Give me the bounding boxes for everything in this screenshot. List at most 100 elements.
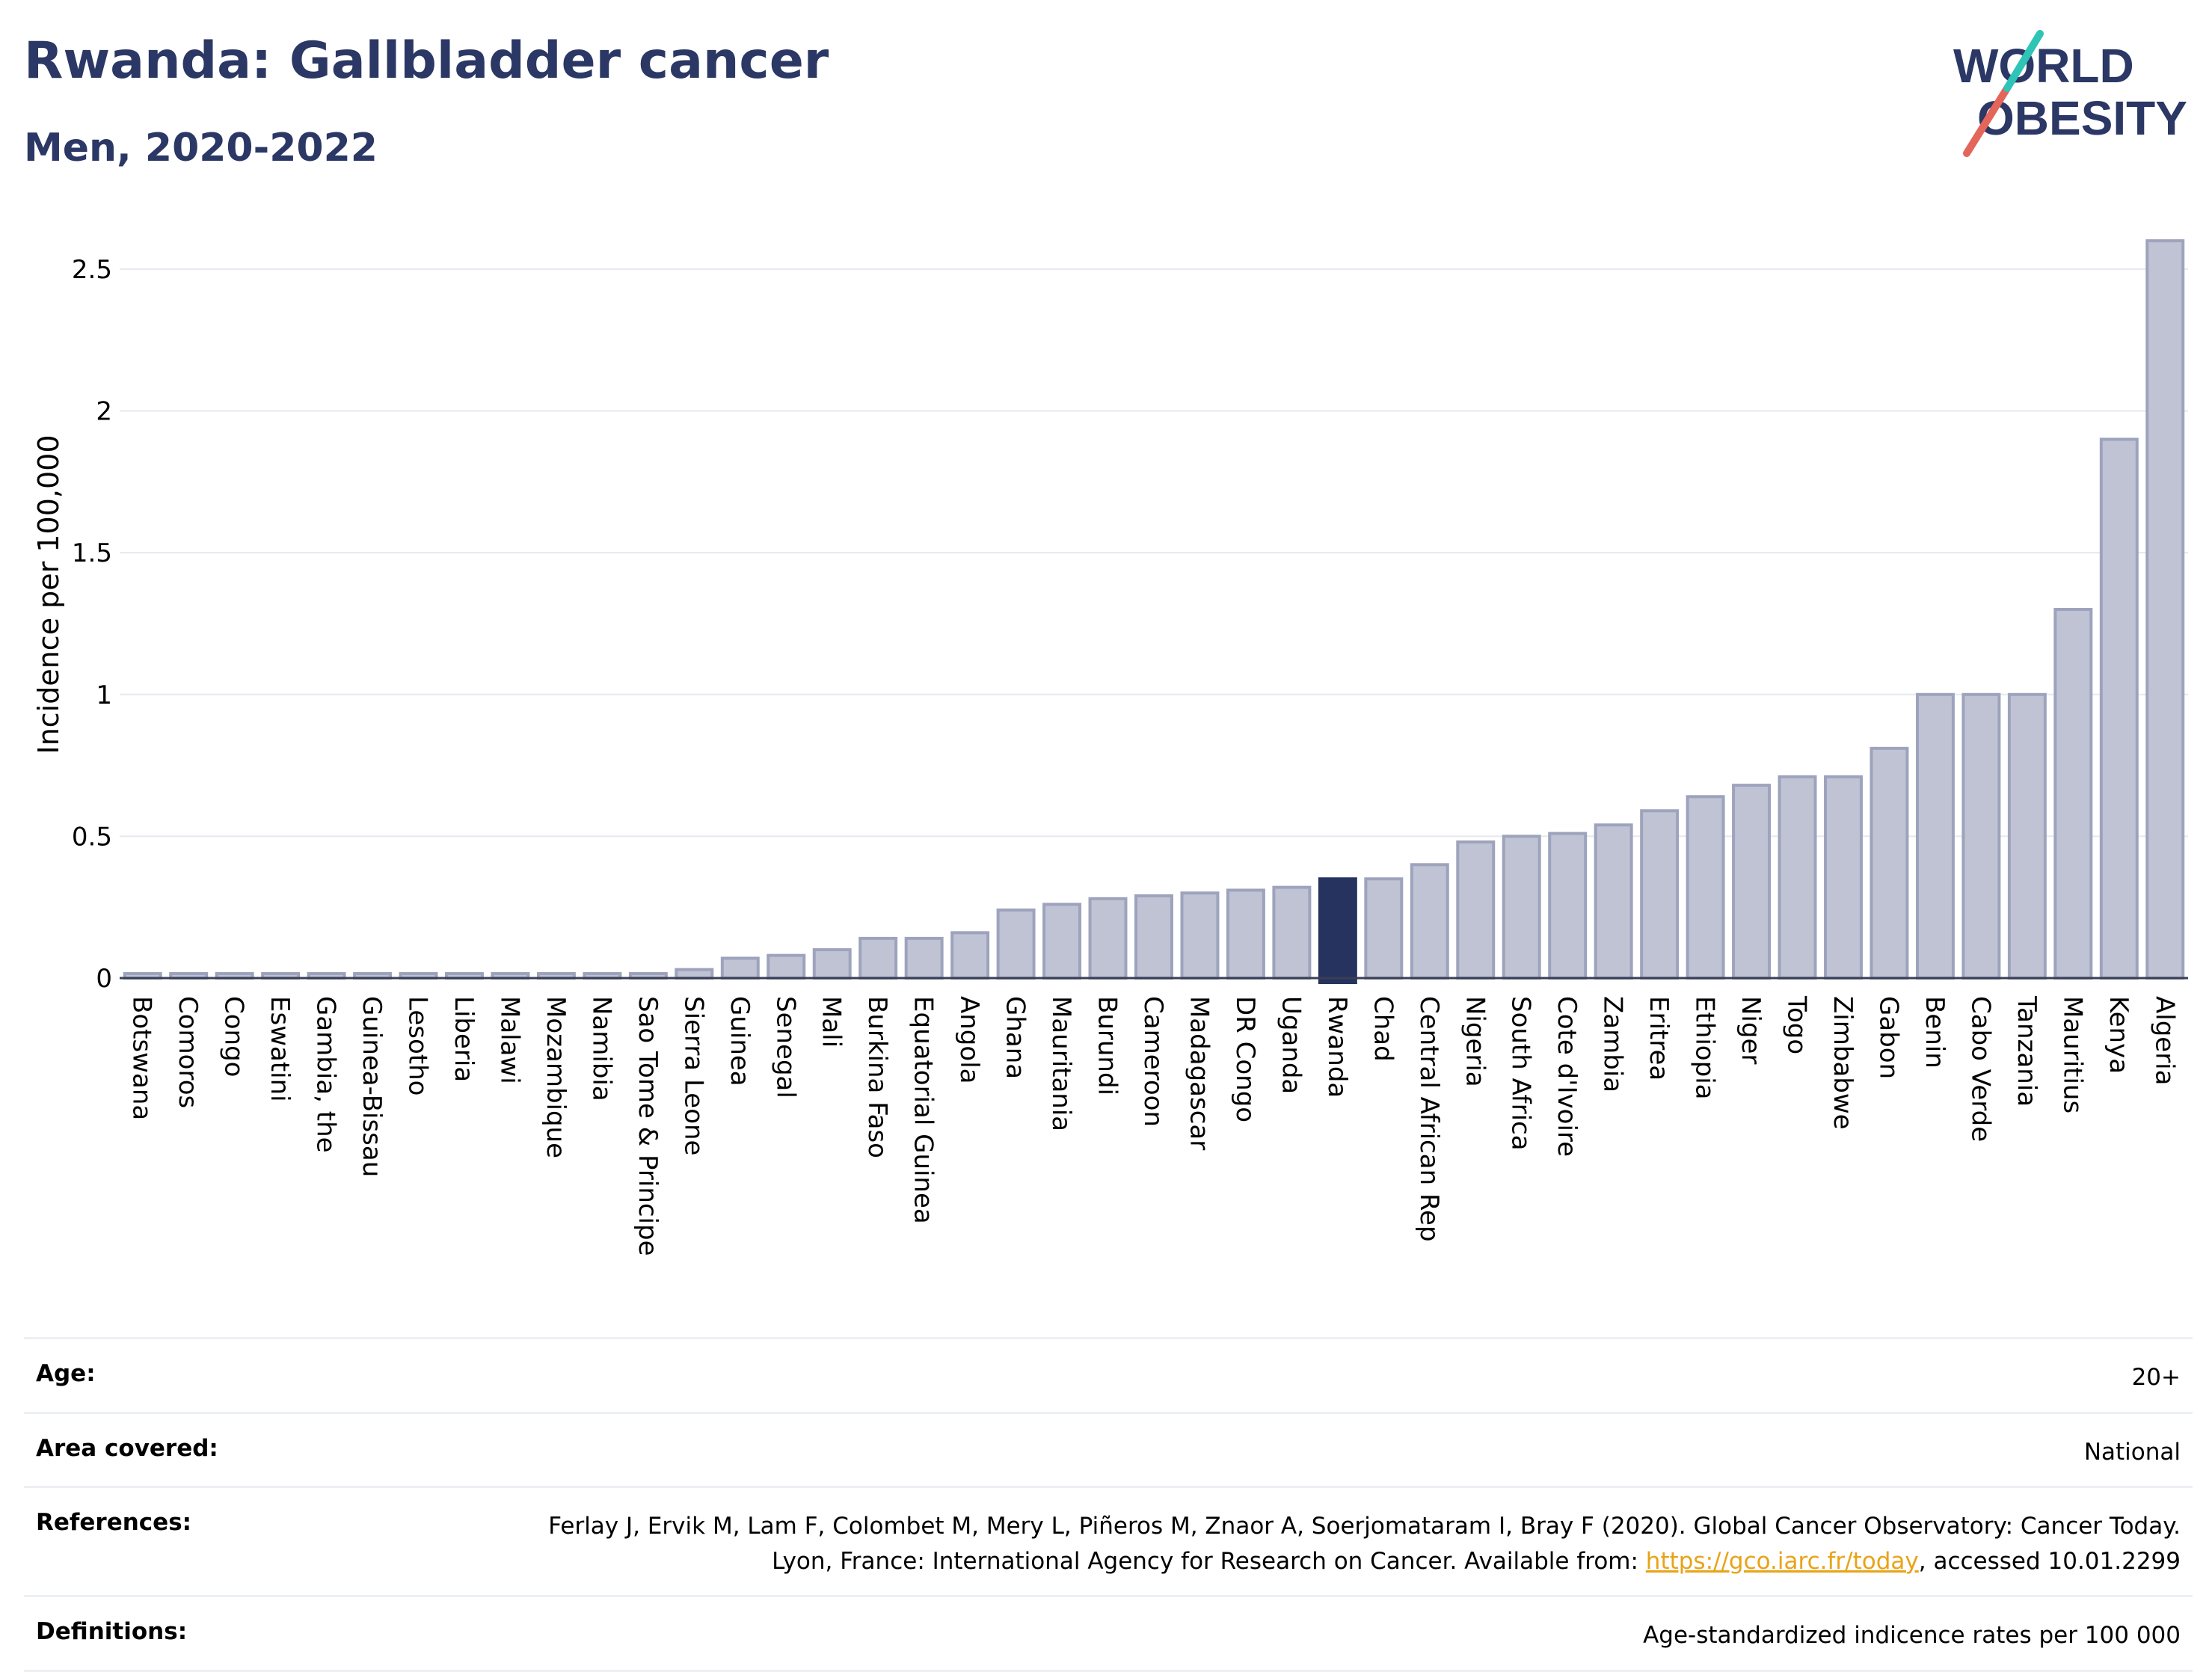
bar-uganda — [1272, 885, 1312, 980]
x-tick-label: Cameroon — [1138, 996, 1168, 1127]
area-value: National — [2083, 1438, 2181, 1466]
info-row-age: Age: 20+ — [24, 1337, 2193, 1412]
x-tick-label: DR Congo — [1230, 996, 1260, 1122]
bar-guinea — [720, 956, 760, 980]
x-tick-label: Guinea — [725, 996, 755, 1087]
bars — [123, 239, 2185, 985]
x-tick-label: Togo — [1782, 995, 1812, 1054]
x-tick-label: Senegal — [770, 996, 800, 1098]
bar-burundi — [1088, 897, 1128, 980]
bar-benin — [1915, 692, 1955, 980]
bar-ghana — [996, 908, 1036, 980]
bar-gabon — [1870, 746, 1909, 980]
y-tick-labels: 0 0.5 1 1.5 2 2.5 — [72, 255, 112, 994]
bar-niger — [1732, 784, 1772, 980]
x-tick-label: Mauritania — [1046, 996, 1076, 1131]
x-tick-label: Angola — [954, 996, 984, 1084]
x-tick-label: Tanzania — [2012, 995, 2042, 1107]
y-tick-label: 1.5 — [72, 538, 112, 568]
references-text: Ferlay J, Ervik M, Lam F, Colombet M, Me… — [548, 1513, 2181, 1575]
definitions-label: Definitions: — [36, 1618, 188, 1645]
bar-chad — [1364, 877, 1404, 980]
x-tick-label: Liberia — [449, 996, 479, 1082]
info-row-definitions: Definitions: Age-standardized indicence … — [24, 1595, 2193, 1672]
x-tick-label: Gabon — [1873, 996, 1903, 1079]
logo-text-obesity: OBESITY — [1977, 91, 2187, 145]
bar-angola — [950, 931, 990, 980]
bar-zambia — [1594, 823, 1633, 980]
x-tick-label: Algeria — [2149, 996, 2179, 1085]
bar-central-african-rep — [1410, 863, 1449, 980]
y-tick-label: 2.5 — [72, 255, 112, 285]
x-tick-label: Niger — [1736, 996, 1766, 1064]
x-tick-label: Rwanda — [1322, 996, 1352, 1098]
info-row-area: Area covered: National — [24, 1411, 2193, 1487]
x-tick-label: Malawi — [494, 996, 524, 1084]
x-tick-label: South Africa — [1506, 996, 1536, 1151]
x-tick-label: Mauritius — [2057, 996, 2087, 1113]
x-tick-label: Zimbabwe — [1828, 996, 1858, 1130]
x-tick-label: Uganda — [1276, 996, 1306, 1094]
x-tick-label: Congo — [219, 996, 249, 1077]
bar-chart: 0 0.5 1 1.5 2 2.5 Botswana Comoros Congo Eswatin… — [32, 239, 2188, 1256]
bar-kenya — [2099, 437, 2139, 980]
x-tick-label: Burkina Faso — [862, 996, 892, 1158]
bar-mali — [812, 948, 852, 980]
x-tick-label: Chad — [1368, 996, 1398, 1062]
bar-equatorial-guinea — [904, 936, 944, 980]
logo-text-world: WORLD — [1953, 39, 2134, 93]
x-tick-label: Gambia, the — [311, 996, 341, 1153]
references-value: Ferlay J, Ervik M, Lam F, Colombet M, Me… — [535, 1509, 2181, 1579]
x-tick-label: Nigeria — [1460, 996, 1490, 1087]
x-tick-label: Namibia — [586, 996, 616, 1101]
x-tick-label: Sierra Leone — [678, 996, 708, 1155]
x-tick-label: Madagascar — [1184, 996, 1214, 1150]
x-tick-label: Eswatini — [265, 996, 295, 1102]
x-tick-labels: Botswana Comoros Congo Eswatini Gambia, the G… — [127, 995, 2180, 1256]
bar-togo — [1778, 775, 1817, 980]
y-axis-label: Incidence per 100,000 — [32, 434, 65, 754]
x-tick-label: Mozambique — [541, 996, 571, 1158]
bar-zimbabwe — [1824, 775, 1863, 980]
x-tick-label: Lesotho — [403, 996, 433, 1095]
references-suffix: , accessed 10.01.2299 — [1918, 1547, 2181, 1575]
world-obesity-logo: WORLD OBESITY — [1953, 30, 2187, 157]
references-link[interactable]: https://gco.iarc.fr/today — [1645, 1547, 1919, 1575]
bar-algeria — [2145, 239, 2185, 980]
bar-south-africa — [1502, 835, 1541, 980]
x-tick-label: Eritrea — [1644, 996, 1674, 1081]
page-title: Rwanda: Gallbladder cancer — [24, 31, 829, 90]
bar-mauritius — [2053, 608, 2093, 980]
x-tick-label: Zambia — [1598, 996, 1628, 1092]
age-value: 20+ — [2131, 1364, 2181, 1391]
logo-slash-teal — [2003, 30, 2044, 92]
y-tick-label: 0.5 — [72, 822, 112, 852]
bar-madagascar — [1180, 891, 1220, 980]
bar-cote-d-ivoire — [1548, 832, 1588, 980]
bar-tanzania — [2007, 692, 2047, 980]
page-subtitle: Men, 2020-2022 — [24, 126, 378, 170]
references-label: References: — [36, 1509, 192, 1536]
y-tick-label: 0 — [96, 964, 112, 994]
bar-nigeria — [1456, 840, 1496, 980]
x-tick-label: Botswana — [127, 996, 157, 1120]
bar-eritrea — [1640, 809, 1680, 980]
definitions-value: Age-standardized indicence rates per 100… — [1643, 1622, 2181, 1649]
x-tick-label: Sao Tome & Principe — [633, 996, 663, 1256]
bar-sierra-leone — [675, 968, 714, 980]
y-tick-label: 2 — [96, 397, 112, 427]
x-tick-label: Kenya — [2104, 996, 2133, 1074]
bar-burkina-faso — [858, 936, 898, 980]
bar-cameroon — [1134, 894, 1173, 980]
bar-ethiopia — [1686, 795, 1725, 980]
x-tick-label: Guinea-Bissau — [357, 996, 387, 1177]
y-tick-label: 1 — [96, 680, 112, 710]
x-tick-label: Equatorial Guinea — [909, 996, 938, 1224]
x-tick-label: Burundi — [1093, 996, 1122, 1095]
x-tick-label: Comoros — [173, 996, 203, 1108]
info-row-references: References: Ferlay J, Ervik M, Lam F, Co… — [24, 1486, 2193, 1595]
x-tick-label: Benin — [1920, 996, 1950, 1069]
x-tick-label: Mali — [817, 996, 847, 1048]
logo-slash-coral — [1963, 84, 2011, 157]
info-table: Age: 20+ Area covered: National Referenc… — [24, 1337, 2193, 1672]
